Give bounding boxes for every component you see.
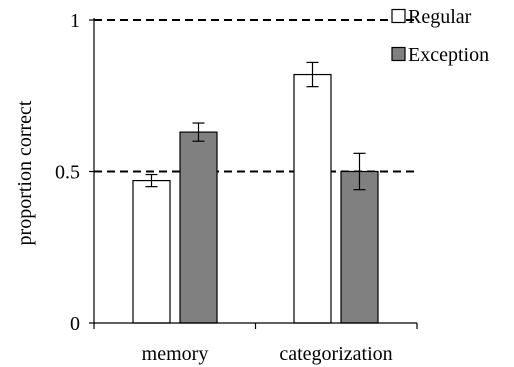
legend-label-regular: Regular bbox=[408, 6, 472, 28]
axes: 0 0.5 1 memory categorization bbox=[55, 10, 418, 365]
reference-lines bbox=[94, 19, 417, 173]
x-tick-label-memory: memory bbox=[142, 343, 209, 365]
error-bar-exception-categorization bbox=[353, 152, 366, 191]
x-tick-label-categorization: categorization bbox=[279, 343, 392, 365]
legend: Regular Exception bbox=[391, 6, 489, 66]
legend-swatch-regular bbox=[391, 8, 406, 24]
y-tick-label: 1 bbox=[70, 10, 80, 32]
bar-regular-categorization bbox=[293, 73, 332, 324]
y-tick-label: 0.5 bbox=[55, 162, 80, 184]
y-axis-title: proportion correct bbox=[14, 100, 36, 245]
bar-exception-memory bbox=[179, 131, 218, 324]
bars bbox=[132, 61, 379, 324]
legend-item-exception: Exception bbox=[391, 44, 489, 66]
error-bar-regular-memory bbox=[145, 173, 158, 188]
error-bar-exception-memory bbox=[192, 122, 205, 142]
error-bar-regular-categorization bbox=[306, 61, 319, 88]
y-tick-label: 0 bbox=[70, 313, 80, 335]
legend-label-exception: Exception bbox=[408, 44, 489, 66]
bar-regular-memory bbox=[132, 179, 171, 324]
bar-exception-categorization bbox=[340, 170, 379, 324]
legend-item-regular: Regular bbox=[391, 6, 472, 28]
legend-swatch-exception bbox=[391, 46, 406, 62]
